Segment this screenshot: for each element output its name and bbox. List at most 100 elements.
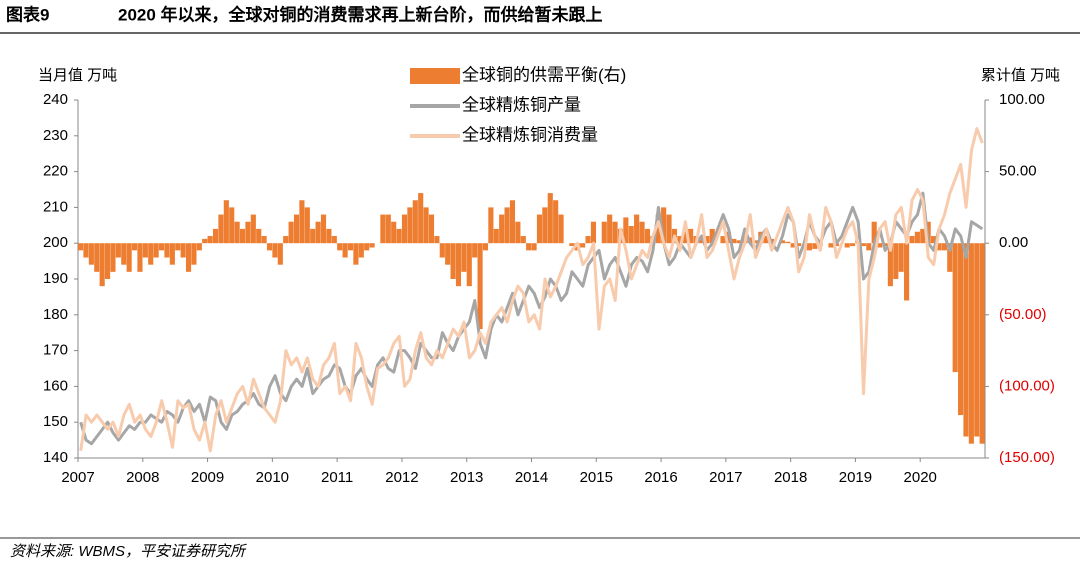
bar xyxy=(401,214,408,244)
legend-label: 全球精炼铜产量 xyxy=(462,95,581,114)
bar xyxy=(790,243,796,248)
y2-tick-label: (50.00) xyxy=(999,306,1047,323)
bar xyxy=(812,243,818,249)
bar xyxy=(126,243,132,272)
bar xyxy=(347,243,354,251)
bar xyxy=(736,240,742,244)
bar xyxy=(277,243,283,265)
bar xyxy=(682,231,688,244)
y-tick-label: 240 xyxy=(43,91,68,108)
bar xyxy=(364,243,370,251)
bar xyxy=(720,236,726,244)
x-tick-label: 2010 xyxy=(256,469,289,486)
bar xyxy=(796,243,802,247)
bar xyxy=(558,214,564,244)
bar xyxy=(288,221,294,244)
bar xyxy=(644,228,651,244)
bar xyxy=(553,200,559,244)
bar xyxy=(245,221,251,244)
bar xyxy=(320,214,327,244)
bar xyxy=(158,243,165,251)
bar xyxy=(952,243,958,373)
y2-tick-label: 0.00 xyxy=(999,234,1028,251)
bar xyxy=(963,243,969,437)
y2-tick-label: (150.00) xyxy=(999,449,1055,466)
x-tick-label: 2009 xyxy=(191,469,224,486)
bar xyxy=(709,228,715,244)
bar xyxy=(266,243,273,251)
bar xyxy=(590,221,597,244)
bar xyxy=(153,243,159,258)
bar xyxy=(488,207,494,244)
bar xyxy=(634,214,640,244)
bar xyxy=(893,243,899,279)
bar xyxy=(202,238,208,244)
bar xyxy=(493,228,499,244)
bar xyxy=(725,231,731,244)
bar xyxy=(407,207,413,244)
y2-tick-label: 50.00 xyxy=(999,163,1037,180)
bar xyxy=(979,243,985,444)
bar xyxy=(180,243,186,258)
bar xyxy=(585,236,591,244)
y-axis-label: 当月值 万吨 xyxy=(38,67,117,84)
legend-label: 全球铜的供需平衡(右) xyxy=(462,65,626,84)
bar xyxy=(353,243,359,265)
bar xyxy=(612,221,618,244)
bar xyxy=(898,243,904,272)
bar xyxy=(78,243,84,251)
bar xyxy=(531,243,537,251)
bar xyxy=(191,243,197,265)
x-tick-label: 2020 xyxy=(904,469,937,486)
bar xyxy=(466,243,472,287)
bar xyxy=(142,243,148,258)
bar xyxy=(418,193,424,244)
x-tick-label: 2008 xyxy=(126,469,159,486)
bar xyxy=(391,221,397,244)
bar xyxy=(504,207,510,244)
bar xyxy=(947,243,953,272)
bar xyxy=(261,236,267,244)
bar xyxy=(137,243,143,272)
y-tick-label: 230 xyxy=(43,127,68,144)
bar xyxy=(331,236,337,244)
bar xyxy=(974,243,980,437)
x-tick-label: 2015 xyxy=(580,469,613,486)
x-tick-label: 2011 xyxy=(321,469,353,486)
y-tick-label: 140 xyxy=(43,449,68,466)
y-tick-label: 170 xyxy=(43,342,68,359)
bar xyxy=(234,221,240,244)
bar xyxy=(99,243,105,287)
bar xyxy=(229,207,235,244)
bar xyxy=(520,236,526,244)
bar xyxy=(515,221,521,244)
line-series xyxy=(79,127,984,453)
bar xyxy=(223,200,229,244)
bar xyxy=(169,243,175,265)
y-tick-label: 150 xyxy=(43,413,68,430)
bar xyxy=(628,226,634,244)
bar xyxy=(920,228,926,244)
bar xyxy=(196,243,202,251)
bar xyxy=(661,207,667,244)
bar xyxy=(104,243,111,279)
bar xyxy=(164,243,170,258)
y2-tick-label: 100.00 xyxy=(999,91,1045,108)
x-tick-label: 2018 xyxy=(774,469,807,486)
bar xyxy=(569,243,575,247)
bar xyxy=(731,238,737,244)
bar xyxy=(131,243,138,251)
y-tick-label: 210 xyxy=(43,198,68,215)
bar xyxy=(904,243,910,301)
bar xyxy=(688,228,694,244)
bar xyxy=(207,236,213,244)
bar xyxy=(121,243,127,265)
bar xyxy=(806,243,812,251)
bar xyxy=(428,214,435,244)
bar xyxy=(250,214,256,244)
bar xyxy=(866,243,872,251)
legend-swatch xyxy=(410,68,460,84)
bar xyxy=(752,240,758,244)
bar xyxy=(482,243,489,251)
